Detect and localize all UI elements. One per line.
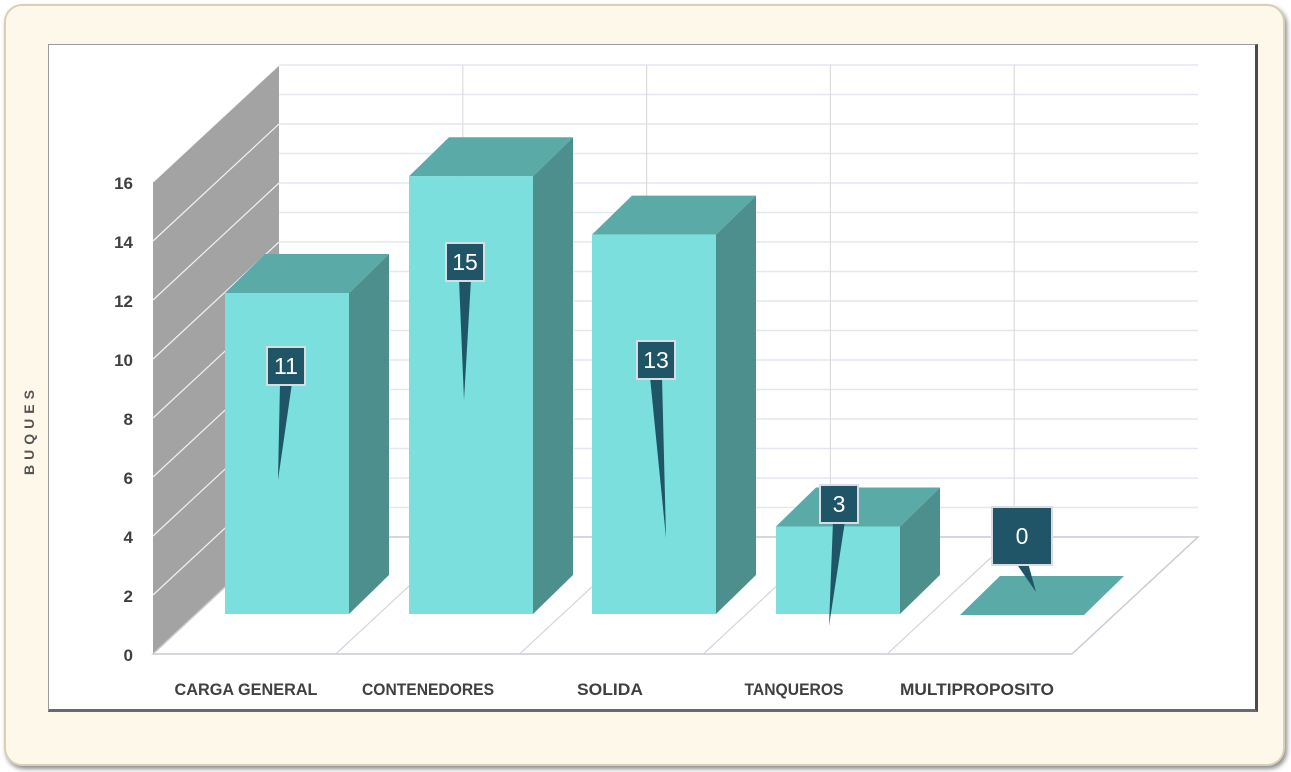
data-label-text: 13 <box>643 347 669 373</box>
bar-top <box>960 576 1124 615</box>
data-label-box <box>636 340 676 380</box>
x-category-label: TANQUEROS <box>745 680 844 699</box>
data-label-box <box>445 242 485 282</box>
bar-side <box>900 487 940 614</box>
data-label-text: 0 <box>1016 523 1029 549</box>
side-wall-gridline <box>152 64 280 183</box>
data-label-solida: 13 <box>636 340 676 538</box>
data-label-text: 11 <box>274 353 298 379</box>
bar-top <box>225 254 389 293</box>
x-category-label: CONTENEDORES <box>362 680 494 699</box>
x-category-label: MULTIPROPOSITO <box>900 680 1054 699</box>
data-label-box <box>991 506 1053 566</box>
data-label-box <box>819 484 859 524</box>
data-label-multiproposito: 0 <box>991 506 1053 592</box>
y-tick-label: 14 <box>114 233 133 252</box>
y-tick-label: 8 <box>124 410 133 429</box>
bar-top <box>409 137 573 177</box>
data-label-contenedores: 15 <box>445 242 485 400</box>
y-tick-label: 16 <box>114 174 133 193</box>
bar-solida <box>592 195 756 615</box>
bar-front <box>592 234 716 615</box>
x-category-label: SOLIDA <box>577 680 643 699</box>
data-label-pointer <box>459 279 471 400</box>
data-label-pointer <box>650 377 666 538</box>
side-wall-gridline <box>152 182 280 301</box>
bar-side <box>349 254 389 614</box>
data-label-pointer <box>1016 563 1036 592</box>
side-wall-gridline <box>152 123 280 242</box>
bar-top <box>592 195 756 235</box>
bar-multiproposito <box>960 576 1124 615</box>
data-label-tanqueros: 3 <box>819 484 859 626</box>
data-label-text: 3 <box>833 491 846 517</box>
y-tick-label: 2 <box>124 587 133 606</box>
y-tick-label: 4 <box>124 528 134 547</box>
data-label-text: 15 <box>452 249 478 275</box>
bar-carga-general <box>225 254 389 614</box>
data-label-box <box>266 346 306 386</box>
y-tick-label: 6 <box>124 469 133 488</box>
y-tick-label: 12 <box>114 292 133 311</box>
bar-front <box>225 293 349 614</box>
y-tick-label: 10 <box>114 351 133 370</box>
y-tick-label: 0 <box>124 646 133 665</box>
bar-side <box>716 195 756 615</box>
data-label-pointer <box>278 383 292 480</box>
data-label-carga-general: 11 <box>266 346 306 480</box>
bar-side <box>533 137 573 615</box>
data-label-pointer <box>829 521 845 626</box>
x-category-label: CARGA GENERAL <box>175 680 318 699</box>
bar-front <box>409 176 533 615</box>
bar-contenedores <box>409 137 573 615</box>
